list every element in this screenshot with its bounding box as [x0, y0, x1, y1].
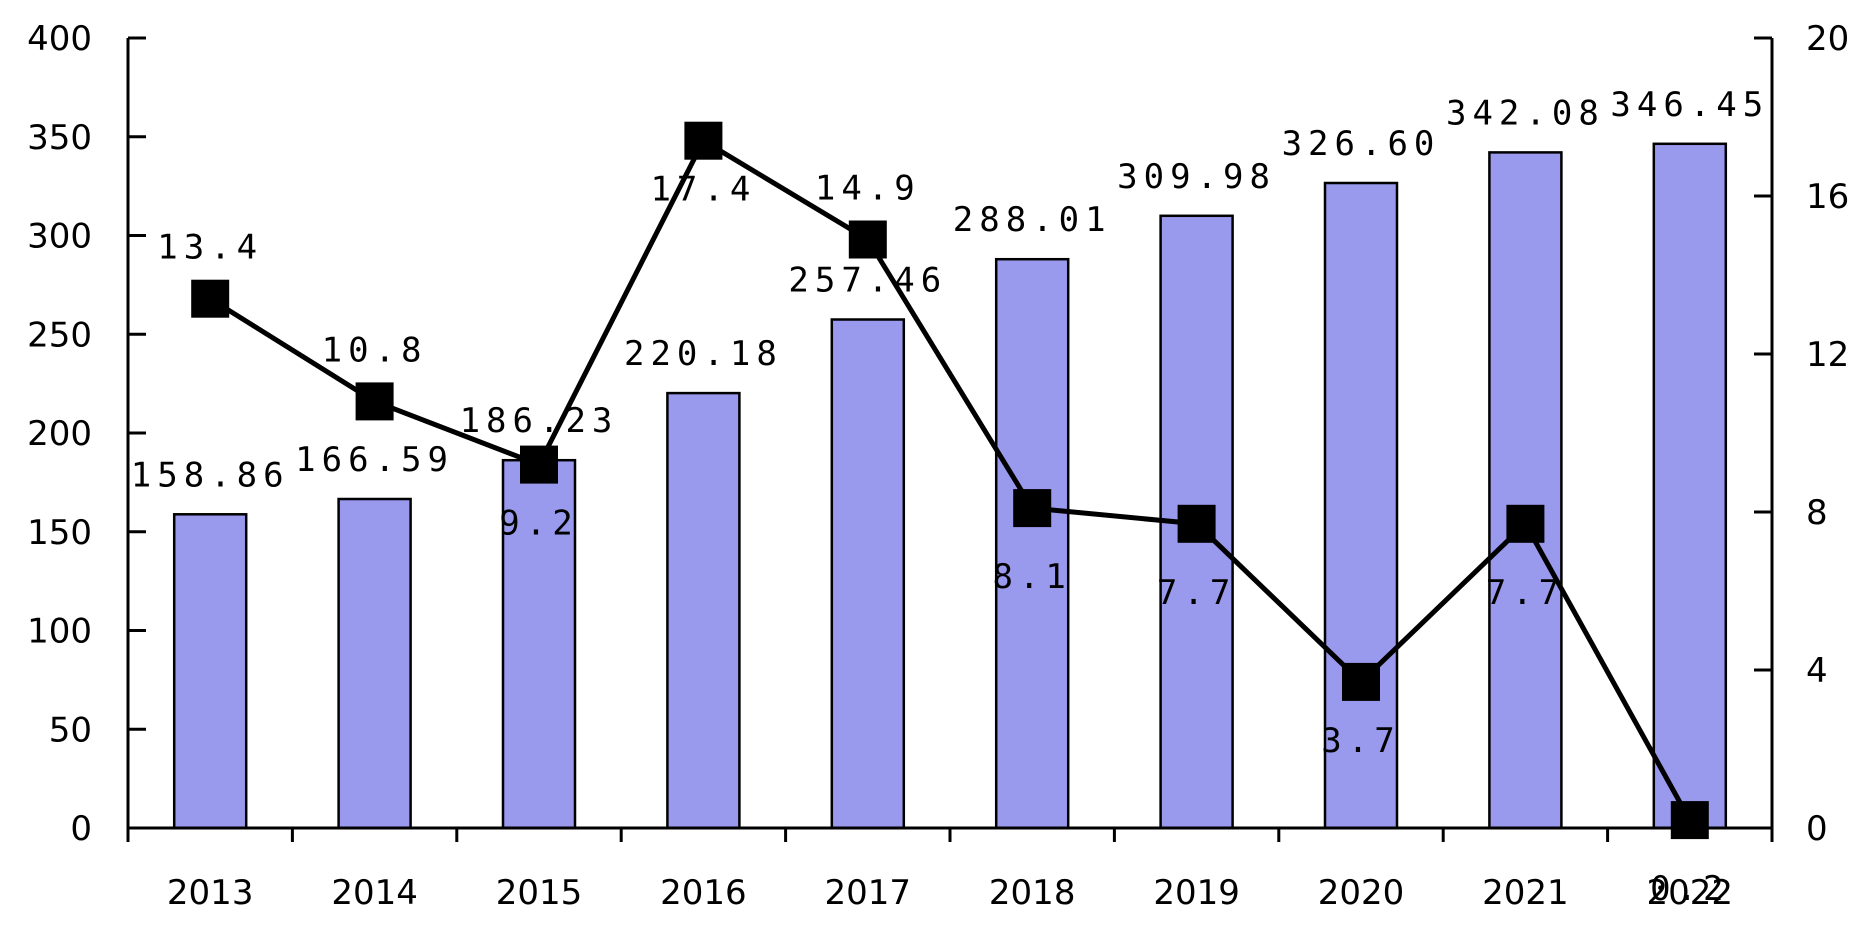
bar-label-2020: 326.60	[1282, 124, 1441, 164]
line-label-2021: 7.7	[1486, 573, 1565, 613]
bar-label-2016: 220.18	[624, 334, 783, 374]
left-tick-label-0: 0	[70, 809, 92, 849]
left-tick-label-400: 400	[27, 19, 92, 59]
line-marker-2018	[1013, 489, 1052, 528]
right-tick-label-12: 12	[1806, 335, 1849, 375]
line-label-2020: 3.7	[1321, 721, 1400, 761]
line-marker-2017	[848, 220, 887, 259]
line-label-2017: 14.9	[815, 168, 921, 208]
right-tick-label-20: 20	[1806, 19, 1849, 59]
line-series	[208, 138, 1692, 822]
line-marker-2013	[191, 279, 230, 318]
x-tick-label-2019: 2019	[1153, 873, 1240, 913]
right-tick-label-8: 8	[1806, 493, 1828, 533]
x-tick-label-2021: 2021	[1482, 873, 1569, 913]
line-marker-2021	[1506, 504, 1545, 543]
labels-layer: 158.86 166.59186.23220.18257.46288.01309.…	[131, 85, 1769, 909]
bar-2015	[501, 458, 577, 830]
line-label-2014: 10.8	[322, 330, 428, 370]
bar-2013	[172, 513, 248, 830]
right-tick-label-4: 4	[1806, 651, 1828, 691]
line-marker-2015	[520, 445, 558, 484]
left-tick-label-200: 200	[27, 414, 92, 454]
bar-label-2017: 257.46	[788, 261, 947, 301]
x-tick-label-2020: 2020	[1318, 873, 1405, 913]
right-tick-label-0: 0	[1806, 809, 1828, 849]
line-marker-2019	[1177, 504, 1216, 543]
line-marker-2022	[1670, 801, 1709, 840]
x-tick-label-2016: 2016	[660, 873, 747, 913]
line-label-2022: 0.2	[1650, 869, 1729, 909]
x-tick-label-2018: 2018	[989, 873, 1076, 913]
line-label-2019: 7.7	[1157, 573, 1236, 613]
bar-label-2018: 288.01	[953, 200, 1112, 240]
bar-2022	[1652, 142, 1728, 830]
bar-label-2021: 342.08	[1446, 93, 1605, 133]
bar-2020	[1323, 181, 1399, 830]
left-tick-label-250: 250	[27, 315, 92, 355]
line-layer	[191, 121, 1709, 840]
bar-2014	[337, 497, 412, 830]
bar-2018	[994, 257, 1070, 830]
bar-label-2015: 186.23	[460, 401, 619, 441]
right-tick-label-16: 16	[1806, 177, 1849, 217]
x-tick-label-2022: 2022	[1647, 873, 1734, 913]
line-marker-2020	[1342, 662, 1380, 701]
x-tick-label-2013: 2013	[167, 873, 254, 913]
x-tick-label-2015: 2015	[496, 873, 583, 913]
bar-label-2022: 346.45	[1610, 85, 1769, 125]
bar-2016	[666, 391, 741, 830]
bars-layer	[172, 142, 1728, 830]
line-marker-2016	[684, 121, 723, 160]
left-tick-label-50: 50	[49, 710, 92, 750]
line-label-2013: 13.4	[157, 228, 263, 268]
bar-label-2013: 158.86	[131, 455, 290, 495]
line-marker-2014	[355, 382, 394, 421]
left-tick-label-350: 350	[27, 118, 92, 158]
bar-label-2014: 166.59	[295, 440, 454, 480]
bar-2021	[1488, 151, 1563, 830]
line-label-2016: 17.4	[650, 170, 756, 210]
line-label-2018: 8.1	[992, 557, 1071, 597]
axes-layer: 0 50 100 150 200 250 300 350 400 0 4 8 12 16 20 2013 201…	[27, 19, 1849, 913]
x-tick-label-2017: 2017	[825, 873, 912, 913]
line-label-2015: 9.2	[499, 504, 578, 544]
bar-label-2019: 309.98	[1117, 157, 1276, 197]
left-tick-label-150: 150	[27, 513, 92, 553]
left-tick-label-100: 100	[27, 612, 92, 652]
x-tick-label-2014: 2014	[331, 873, 418, 913]
bar-2017	[830, 318, 906, 830]
left-tick-label-300: 300	[27, 217, 92, 257]
